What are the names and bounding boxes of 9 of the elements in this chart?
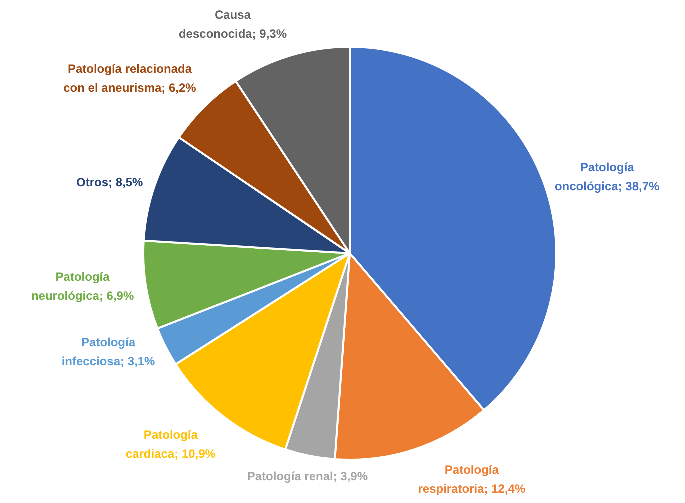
slice-label: Patología cardiaca; 10,9% (126, 428, 216, 461)
slice-label: Patología renal; 3,9% (247, 470, 368, 484)
slice-label: Patología relacionada con el aneurisma; 6,2% (64, 62, 197, 95)
slice-label: Otros; 8,5% (76, 175, 144, 190)
slice-label: Patología oncológica; 38,7% (554, 160, 660, 194)
slice-label: Patología neurológica; 6,9% (31, 270, 134, 304)
slice-label: Patología infecciosa; 3,1% (62, 335, 156, 368)
slice-label: Causa desconocida; 9,3% (178, 8, 288, 42)
slice-label: Patología respiratoria; 12,4% (418, 462, 526, 496)
